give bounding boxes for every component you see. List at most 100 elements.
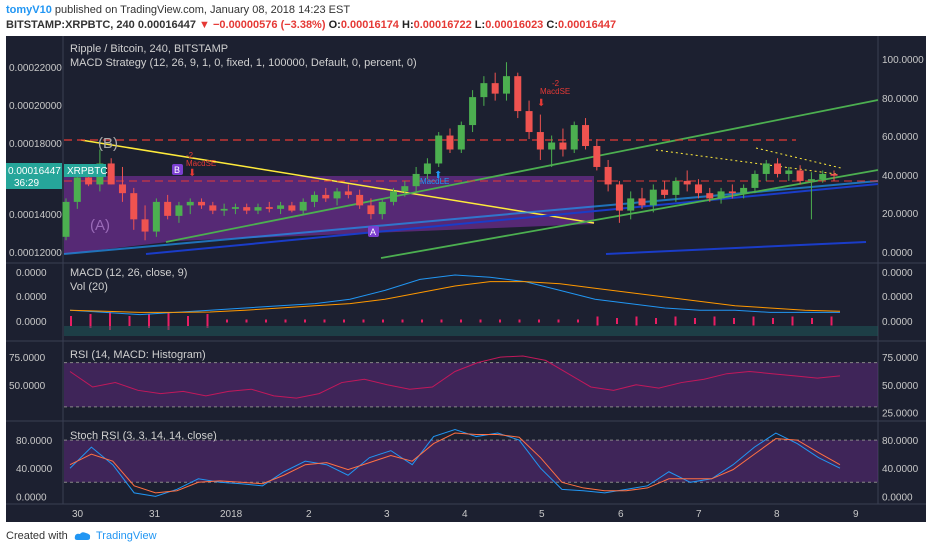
chart-svg[interactable]: Ripple / Bitcoin, 240, BITSTAMP MACD Stra… — [6, 36, 926, 522]
candle-body — [141, 219, 149, 232]
time-tick-label: 6 — [618, 509, 624, 520]
price-tick-label: 0.00012000 — [9, 248, 62, 259]
stoch-tick-label: 40.0000 — [16, 464, 53, 475]
macd-histogram-bar — [89, 314, 92, 328]
candle-body — [627, 198, 635, 211]
candle-body — [412, 173, 420, 187]
candle-body — [559, 142, 567, 150]
macd-histogram-bar — [187, 316, 189, 326]
author-link[interactable]: tomyV10 — [6, 4, 52, 16]
blue-trendline-mid[interactable] — [145, 183, 879, 255]
right-tick-label: 20.0000 — [882, 209, 919, 220]
rsi-right-tick: 50.0000 — [882, 381, 919, 392]
candle-body — [706, 193, 714, 199]
macd-histogram-bar — [382, 319, 384, 323]
candle-body — [638, 198, 646, 206]
stoch-right-tick: 80.0000 — [882, 436, 919, 447]
rsi-tick-label: 75.0000 — [9, 353, 46, 364]
candle-body — [717, 191, 725, 199]
signal-line — [69, 281, 841, 313]
candle-body — [785, 170, 793, 174]
candle-body — [62, 201, 70, 237]
macd-histogram-bar — [265, 319, 267, 323]
candle-body — [220, 208, 228, 211]
candle-body — [548, 142, 556, 150]
chart-area[interactable]: Ripple / Bitcoin, 240, BITSTAMP MACD Stra… — [6, 36, 926, 522]
right-tick-label: 40.0000 — [882, 171, 919, 182]
candle-body — [525, 111, 533, 133]
candle-body — [751, 173, 759, 188]
sell-arrow-icon: ⬇ — [537, 98, 545, 109]
macd-histogram-bar — [343, 319, 345, 323]
candle-body — [694, 184, 702, 194]
candle-body — [830, 173, 838, 176]
candle-body — [502, 76, 510, 94]
candle-body — [435, 135, 443, 164]
time-tick-label: 30 — [72, 509, 84, 520]
macd-histogram-bar — [362, 319, 365, 323]
candle-body — [649, 189, 657, 206]
volume-title: Vol (20) — [70, 281, 108, 293]
stoch-right-tick: 40.0000 — [882, 464, 919, 475]
candle-body — [344, 191, 352, 195]
low-value: 0.00016023 — [485, 19, 544, 31]
open-value: 0.00016174 — [340, 19, 399, 31]
rsi-right-tick: 75.0000 — [882, 353, 919, 364]
candle-body — [593, 146, 601, 167]
candle-body — [209, 205, 217, 211]
stoch-tick-label: 0.0000 — [16, 492, 47, 503]
wave-label-a: (A) — [90, 217, 110, 234]
price-tick-label: 0.00018000 — [9, 139, 62, 150]
yellow-dotted-upper[interactable] — [655, 149, 837, 175]
tradingview-link[interactable]: TradingView — [96, 530, 157, 542]
symbol-tag: XRPBTC — [67, 166, 108, 177]
green-channel-upper[interactable] — [165, 99, 879, 243]
candle-body — [423, 163, 431, 174]
candle-body — [683, 180, 691, 185]
price-tick-label: 0.00022000 — [9, 63, 62, 74]
created-with-label: Created with — [6, 530, 68, 542]
marker-b-box — [172, 164, 183, 175]
green-channel-lower[interactable] — [380, 169, 879, 259]
signal-sell-label: MacdSE — [540, 87, 570, 96]
macd-histogram-bar — [460, 319, 462, 323]
macd-histogram-bar — [440, 319, 443, 323]
stoch-band — [64, 440, 878, 483]
rsi-right-tick: 25.0000 — [882, 408, 919, 419]
macd-histogram-bar — [421, 319, 423, 323]
macd-histogram-bar — [128, 316, 131, 326]
open-label: O: — [328, 19, 341, 31]
candle-body — [604, 166, 612, 185]
sell-arrow-icon: ⬇ — [188, 168, 196, 179]
candle-body — [570, 125, 578, 150]
candle-body — [661, 189, 669, 195]
macd-histogram-bar — [245, 319, 248, 323]
wave-label-b: (B) — [98, 135, 118, 152]
chart-header: tomyV10 published on TradingView.com, Ja… — [0, 0, 932, 36]
rsi-tick-label: 50.0000 — [9, 381, 46, 392]
price-tick-label: 0.00014000 — [9, 210, 62, 221]
macd-tick-label: 0.0000 — [16, 268, 47, 279]
candle-body — [457, 125, 465, 150]
macd-histogram-bar — [772, 318, 774, 324]
candle-body — [288, 205, 296, 211]
candle-body — [118, 184, 126, 194]
candle-body — [469, 97, 477, 126]
marker-a-box — [368, 226, 379, 237]
time-tick-label: 9 — [853, 509, 859, 520]
blue-trendline-lower[interactable] — [605, 241, 867, 255]
right-tick-label: 0.0000 — [882, 248, 913, 259]
candle-body — [243, 207, 251, 211]
stoch-right-tick: 0.0000 — [882, 492, 913, 503]
stoch-d-line — [69, 432, 841, 494]
low-label: L: — [474, 19, 486, 31]
rsi-band — [64, 362, 878, 407]
candle-body — [401, 186, 409, 192]
high-value: 0.00016722 — [413, 19, 472, 31]
time-tick-label: 8 — [774, 509, 780, 520]
candle-body — [73, 177, 81, 202]
right-tick-label: 60.0000 — [882, 132, 919, 143]
macd-histogram-bar — [616, 318, 618, 324]
down-arrow-icon: ▼ — [199, 19, 210, 31]
candle-body — [265, 207, 273, 209]
